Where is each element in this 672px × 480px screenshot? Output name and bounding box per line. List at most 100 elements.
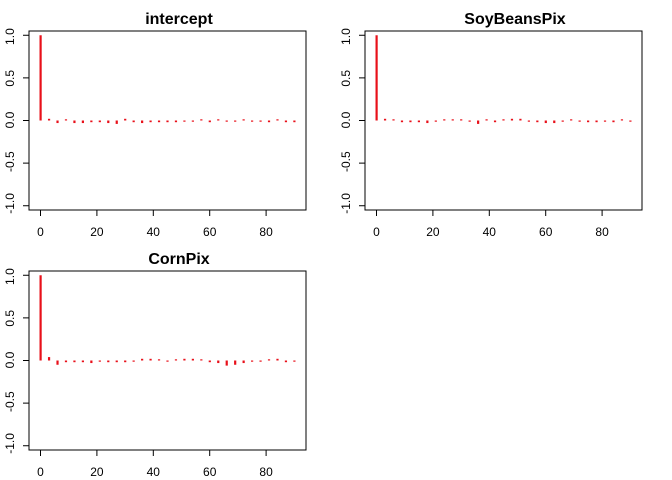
x-tick-label: 40 [147, 225, 161, 239]
acf-bar [284, 360, 288, 363]
acf-bar [293, 120, 296, 123]
acf-bar [166, 360, 169, 362]
y-tick-label: -1.0 [339, 193, 353, 214]
acf-bar [81, 120, 84, 124]
x-tick-label: 40 [483, 225, 497, 239]
acf-bar [39, 275, 42, 361]
acf-bar [47, 118, 51, 121]
acf-bar [612, 120, 615, 123]
acf-bar [183, 358, 186, 361]
y-tick-label: 0.0 [3, 111, 17, 128]
acf-bar [107, 120, 110, 124]
y-tick-label: 1.0 [339, 28, 353, 45]
acf-bar [477, 120, 480, 124]
acf-bar [276, 119, 279, 121]
acf-bar [149, 120, 152, 123]
acf-bar [208, 360, 211, 363]
chart-title: SoyBeansPix [464, 11, 565, 28]
acf-bar [174, 120, 178, 123]
acf-bar [409, 120, 412, 123]
acf-bar [267, 359, 271, 361]
acf-bar [98, 120, 101, 123]
y-tick-label: -0.5 [3, 151, 17, 172]
x-tick-label: 80 [259, 465, 273, 479]
acf-bar [107, 360, 110, 363]
acf-bar [81, 360, 84, 363]
acf-bar [132, 360, 135, 362]
panel-cornpix: CornPix 0 20 40 60 80 -1.0 -0.5 0.0 0.5 … [3, 251, 307, 479]
acf-bar [468, 120, 471, 122]
y-tick-label: 0.0 [3, 351, 17, 368]
x-tick-label: 40 [147, 465, 161, 479]
acf-bar [64, 119, 68, 121]
acf-bar [502, 119, 505, 121]
acf-bar [225, 120, 228, 122]
acf-bar [157, 120, 161, 123]
acf-bar [39, 35, 42, 121]
y-tick-label: -1.0 [3, 193, 17, 214]
acf-bar [417, 120, 420, 123]
y-tick-label: 0.5 [339, 70, 353, 87]
acf-bar [115, 120, 118, 124]
acf-bar [124, 360, 127, 363]
acf-bar [603, 120, 607, 122]
acf-bar [595, 120, 598, 123]
acf-bar [536, 120, 539, 123]
x-tick-label: 20 [90, 225, 104, 239]
y-tick-label: -0.5 [339, 151, 353, 172]
acf-bar [493, 120, 497, 123]
acf-bar [267, 120, 271, 123]
acf-bar [434, 120, 437, 122]
x-tick-label: 60 [539, 225, 553, 239]
acf-bar [200, 359, 203, 361]
acf-bar [141, 358, 144, 361]
x-tick-label: 20 [90, 465, 104, 479]
chart-title: CornPix [148, 251, 209, 268]
acf-bar [620, 119, 624, 121]
y-tick-label: 1.0 [3, 28, 17, 45]
acf-bar [375, 35, 378, 121]
acf-bar [174, 359, 178, 361]
y-tick-label: 0.5 [3, 310, 17, 327]
acf-bar [166, 120, 169, 123]
acf-bar [200, 119, 203, 121]
chart-title: intercept [145, 11, 213, 28]
acf-bar [115, 360, 118, 363]
x-tick-label: 0 [37, 225, 44, 239]
y-tick-labels: -1.0 -0.5 0.0 0.5 1.0 [3, 268, 17, 454]
x-tick-labels: 0 20 40 60 80 [373, 225, 609, 239]
y-tick-label: -1.0 [3, 433, 17, 454]
acf-bar [629, 120, 632, 122]
x-tick-label: 60 [203, 225, 217, 239]
acf-bar [426, 120, 429, 124]
y-tick-label: 0.0 [339, 111, 353, 128]
x-tick-label: 0 [37, 465, 44, 479]
acf-bar [234, 360, 237, 365]
panel-soybeanspix: SoyBeansPix 0 20 40 60 80 -1.0 -0.5 0.0 … [339, 11, 643, 239]
acf-bar [383, 118, 387, 121]
acf-bar [553, 120, 556, 124]
acf-bar [157, 359, 161, 361]
acf-bar [460, 119, 463, 121]
acf-bar [400, 120, 404, 123]
acf-bar [276, 358, 279, 361]
acf-bar [183, 120, 186, 122]
x-tick-labels: 0 20 40 60 80 [37, 465, 273, 479]
x-tick-label: 60 [203, 465, 217, 479]
acf-bar [234, 120, 237, 122]
acf-bar [149, 358, 152, 361]
y-tick-labels: -1.0 -0.5 0.0 0.5 1.0 [339, 28, 353, 214]
acf-bar [217, 360, 220, 364]
y-tick-labels: -1.0 -0.5 0.0 0.5 1.0 [3, 28, 17, 214]
x-tick-labels: 0 20 40 60 80 [37, 225, 273, 239]
acf-bar [47, 357, 51, 361]
acf-bar [64, 360, 68, 363]
acf-bar [259, 120, 262, 122]
acf-bar [587, 120, 590, 123]
acf-bar [124, 118, 127, 121]
acf-bar [56, 120, 59, 124]
acf-bar [251, 120, 254, 122]
acf-bar [73, 360, 76, 363]
acf-bar [141, 120, 144, 124]
